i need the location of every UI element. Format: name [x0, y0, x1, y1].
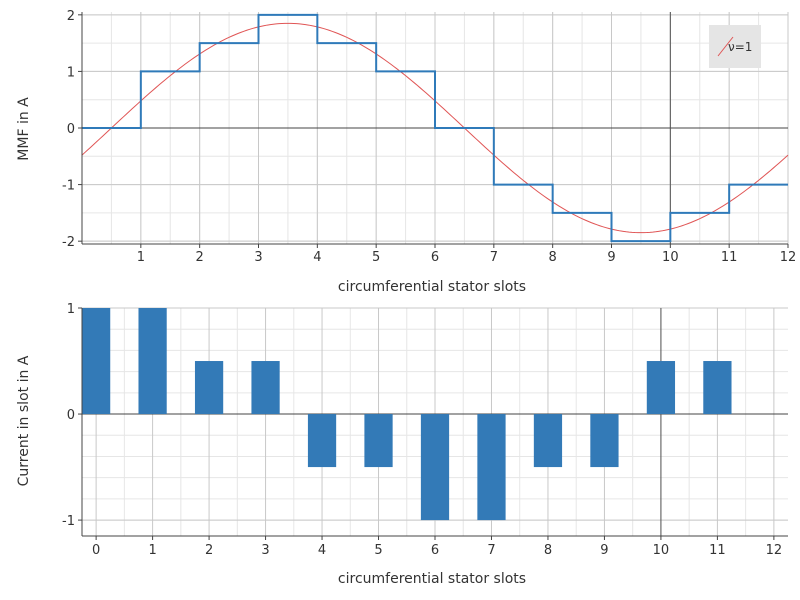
x-tick-label: 7: [487, 543, 495, 558]
x-tick-label: 0: [92, 543, 100, 558]
x-tick-label: 4: [313, 250, 321, 265]
x-tick-label: 1: [148, 543, 156, 558]
current-axes: [78, 307, 788, 540]
x-tick-label: 8: [549, 250, 557, 265]
x-tick-label: 4: [318, 543, 326, 558]
y-tick-label: 1: [67, 65, 75, 80]
current-y-axis-label: Current in slot in A: [16, 355, 32, 486]
current-bars: [82, 308, 732, 521]
current-bar: [364, 414, 393, 468]
y-tick-label: 1: [67, 302, 75, 317]
current-bar: [477, 414, 506, 521]
current-bar: [703, 361, 732, 415]
y-tick-label: 0: [67, 122, 75, 137]
mmf-y-axis-label: MMF in A: [16, 97, 32, 161]
mmf-series: [81, 13, 789, 243]
current-bar: [251, 361, 280, 415]
x-tick-label: 10: [653, 543, 670, 558]
x-tick-label: 7: [490, 250, 498, 265]
y-tick-label: 2: [67, 9, 75, 24]
mmf-legend[interactable]: ν=1: [709, 25, 761, 68]
x-tick-label: 11: [721, 250, 738, 265]
x-tick-label: 5: [374, 543, 382, 558]
x-tick-label: 11: [709, 543, 726, 558]
x-tick-label: 3: [261, 543, 269, 558]
current-bar: [82, 308, 111, 415]
y-tick-label: -1: [62, 514, 75, 529]
x-tick-label: 6: [431, 250, 439, 265]
mmf-axes: [78, 12, 789, 248]
x-tick-label: 8: [544, 543, 552, 558]
x-tick-label: 2: [196, 250, 204, 265]
x-tick-label: 5: [372, 250, 380, 265]
y-tick-label: -1: [62, 179, 75, 194]
legend-swatch-nu1: [717, 36, 734, 57]
current-bar: [533, 414, 563, 468]
y-tick-label: 0: [67, 408, 75, 423]
x-tick-label: 10: [662, 250, 679, 265]
x-tick-label: 12: [766, 543, 783, 558]
x-tick-label: 12: [780, 250, 797, 265]
x-tick-label: 3: [254, 250, 262, 265]
legend-label-nu1: ν=1: [728, 40, 752, 54]
x-tick-label: 9: [600, 543, 608, 558]
x-tick-label: 1: [137, 250, 145, 265]
x-tick-label: 2: [205, 543, 213, 558]
current-bar: [420, 414, 450, 521]
x-tick-label: 6: [431, 543, 439, 558]
current-x-axis-label: circumferential stator slots: [338, 571, 526, 587]
current-bar: [646, 361, 676, 415]
legend-box: [709, 25, 761, 68]
mmf-x-axis-label: circumferential stator slots: [338, 279, 526, 295]
current-bar: [307, 414, 337, 468]
y-tick-label: -2: [62, 235, 75, 250]
x-tick-label: 9: [607, 250, 615, 265]
current-bar: [194, 361, 224, 415]
current-bar: [590, 414, 619, 468]
mmf-step-line: [82, 13, 788, 243]
current-bar: [138, 308, 167, 415]
